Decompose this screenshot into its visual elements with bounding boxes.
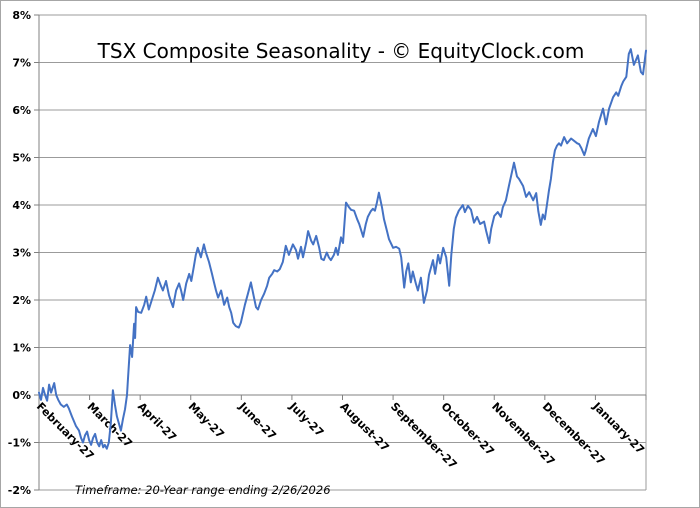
timeframe-note: Timeframe: 20-Year range ending 2/26/202… (75, 483, 331, 497)
y-tick-label: 5% (12, 152, 31, 165)
y-tick-label: 3% (12, 247, 31, 260)
y-tick-label: 1% (12, 342, 31, 355)
y-tick-label: -2% (8, 484, 31, 497)
seasonality-line (39, 49, 646, 449)
y-axis-tick-labels: 8%7%6%5%4%3%2%1%0%-1%-2% (8, 9, 31, 497)
y-tick-label: -1% (8, 437, 31, 450)
x-tick-label: May-27 (186, 400, 227, 441)
chart-frame: 8%7%6%5%4%3%2%1%0%-1%-2% February-27Marc… (0, 0, 700, 508)
y-tick-label: 4% (12, 199, 31, 212)
x-tick-label: April-27 (135, 400, 179, 444)
seasonality-chart: 8%7%6%5%4%3%2%1%0%-1%-2% February-27Marc… (1, 1, 699, 507)
y-tick-label: 2% (12, 294, 31, 307)
x-tick-label: July-27 (286, 399, 326, 439)
x-tick-label: June-27 (236, 399, 279, 442)
y-tick-label: 6% (12, 104, 31, 117)
y-tick-label: 0% (12, 389, 31, 402)
y-tick-label: 8% (12, 9, 31, 22)
chart-title: TSX Composite Seasonality - © EquityCloc… (1, 39, 681, 63)
x-tick-label: August-27 (337, 400, 391, 454)
